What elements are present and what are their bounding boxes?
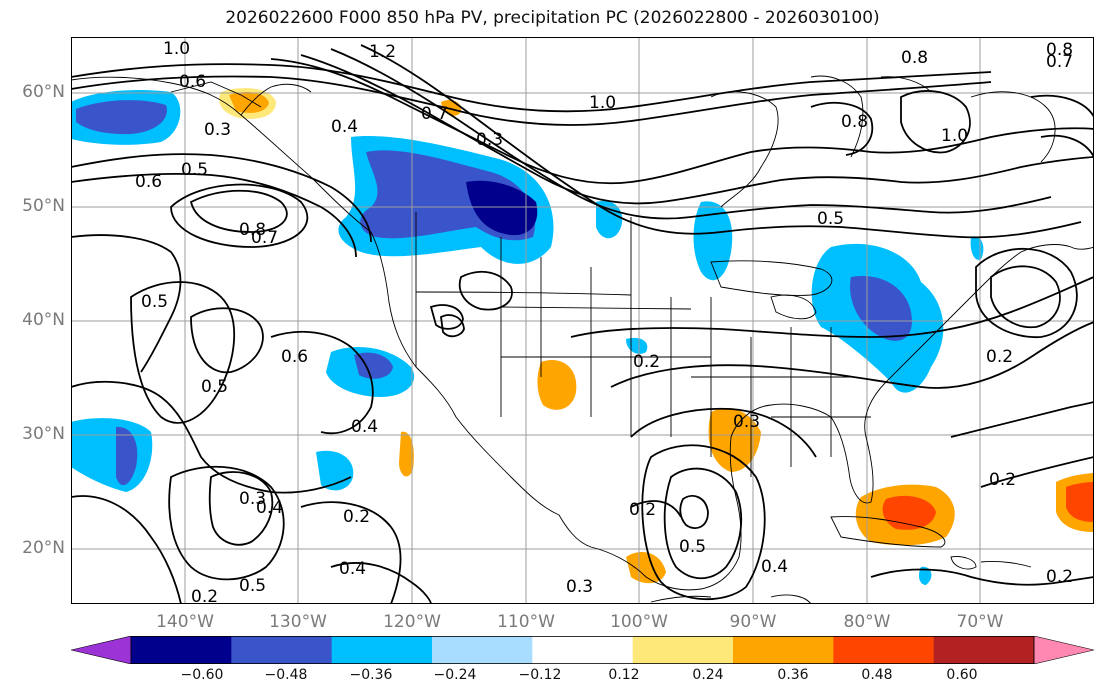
colorbar-segment [632,636,734,664]
lat-label: 50°N [22,196,65,216]
colorbar-tick-label: −0.48 [264,667,308,683]
colorbar-tick-label: 0.48 [861,667,893,683]
colorbar [70,635,1095,665]
lon-label: 80°W [843,612,891,632]
colorbar-frame [130,636,1035,664]
contour-label: 0.5 [181,160,208,180]
colorbar-tick-label: −0.24 [433,667,477,683]
colorbar-segment [231,636,333,664]
colorbar-segment [131,636,232,664]
colorbar-tick-label: −0.36 [349,667,393,683]
lat-lon-grid [71,37,1094,604]
map-area: 1.0 0.6 0.3 0.5 0.6 0.8 0.7 0.5 0.6 0.5 … [71,37,1094,604]
precip-fill [116,426,138,486]
colorbar-segment [933,636,1035,664]
contour-label: 1.0 [163,39,190,59]
contour-label: 0.4 [331,117,358,137]
contour-label: 0.2 [191,587,218,604]
map-svg: 1.0 0.6 0.3 0.5 0.6 0.8 0.7 0.5 0.6 0.5 … [71,37,1094,604]
contour-label: 0.6 [179,72,206,92]
contour-label: 0.8 [239,220,266,240]
lon-label: 110°W [497,612,555,632]
contour-label: 0.4 [761,557,788,577]
contour-label: 0.2 [629,500,656,520]
lon-label: 130°W [269,612,327,632]
coastlines-borders [71,75,1094,604]
lon-label: 140°W [156,612,214,632]
colorbar-tick-label: −0.12 [518,667,562,683]
contour-label: 0.4 [256,498,283,518]
contour-label: 1.0 [941,126,968,146]
contour-label: 0.3 [566,577,593,597]
contour-label: 0.6 [135,172,162,192]
contour-label: 0.8 [841,112,868,132]
colorbar-segment [733,636,834,664]
contour-label: 0.2 [343,507,370,527]
contour-label-layer: 1.0 0.6 0.3 0.5 0.6 0.8 0.7 0.5 0.6 0.5 … [135,39,1073,604]
lon-label: 120°W [383,612,441,632]
colorbar-tick-label: 0.24 [692,667,724,683]
contour-label: 0.4 [339,559,366,579]
precip-fill [918,566,932,585]
colorbar-svg [70,635,1095,665]
colorbar-extend-max [1033,635,1095,665]
precip-fill [466,180,538,236]
lon-label: 70°W [956,612,1004,632]
precip-fill [1066,482,1094,522]
contour-label: 0.5 [141,292,168,312]
map-title: 2026022600 F000 850 hPa PV, precipitatio… [225,8,880,28]
precip-fill [693,201,733,281]
pv-contours [71,44,1094,604]
lat-label: 30°N [22,424,65,444]
contour-label: 0.2 [633,352,660,372]
colorbar-extend-min [70,635,132,665]
colorbar-tick-label: 0.36 [777,667,809,683]
contour-label: 0.5 [239,576,266,596]
colorbar-tick-label: −0.60 [180,667,224,683]
precip-fill [537,360,577,410]
colorbar-segment [833,636,935,664]
precip-fill [76,100,167,135]
contour-label: 0.2 [989,470,1016,490]
contour-label: 0.8 [901,48,928,68]
map-frame [71,37,1094,604]
lon-label: 100°W [610,612,668,632]
colorbar-tick-label: 0.60 [946,667,978,683]
contour-label: 0.3 [476,130,503,150]
contour-label: 0.2 [986,347,1013,367]
contour-label: 0.3 [733,412,760,432]
contour-label: 0.4 [351,417,378,437]
precip-fill [708,408,761,472]
contour-label: 0.3 [204,120,231,140]
contour-label: 0.3 [239,489,266,509]
contour-label: 1.0 [589,93,616,113]
contour-label: 0.6 [281,347,308,367]
contour-label: 1.2 [369,42,396,62]
colorbar-segment [331,636,433,664]
contour-label: 0.7 [421,104,448,124]
lat-label: 60°N [22,82,65,102]
lat-label: 40°N [22,310,65,330]
contour-label: 0.5 [201,377,228,397]
lon-label: 90°W [729,612,777,632]
precip-fill [229,91,269,113]
contour-label: 0.2 [1046,567,1073,587]
precip-fill [399,431,414,477]
contour-label: 0.7 [251,228,278,248]
precipitation-fills [71,88,1094,585]
contour-label: 0.8 [1046,40,1073,60]
precip-fill [882,495,936,530]
contour-label: 0.5 [679,537,706,557]
lat-label: 20°N [22,538,65,558]
colorbar-segment [532,636,634,664]
contour-label: 0.7 [1046,52,1073,72]
precip-fill [850,276,912,341]
colorbar-segment [432,636,533,664]
contour-label: 0.5 [817,209,844,229]
precip-fill [354,352,393,379]
colorbar-tick-label: 0.12 [608,667,640,683]
